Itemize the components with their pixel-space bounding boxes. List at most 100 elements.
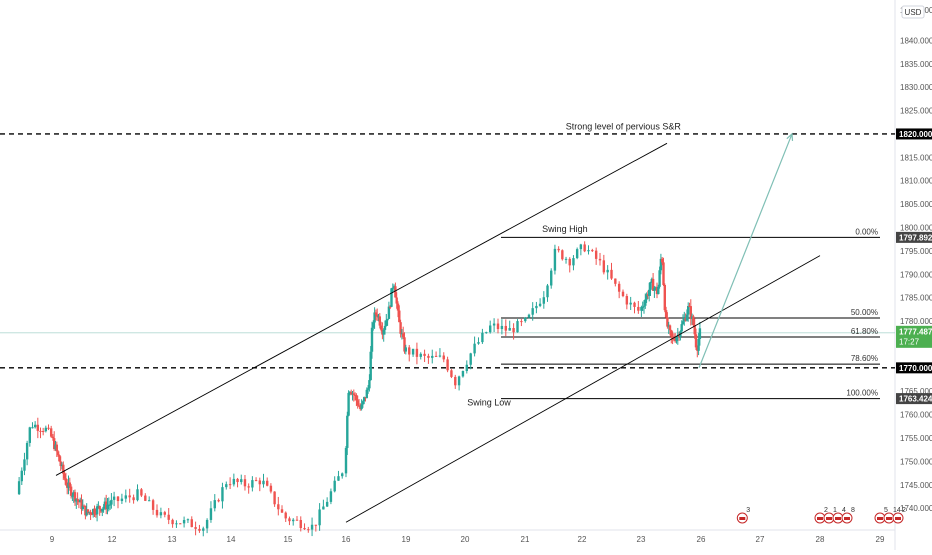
candle-body (664, 310, 668, 318)
candle-body (693, 325, 696, 335)
candle-body (232, 478, 236, 485)
event-flag-stripe (739, 517, 746, 520)
candle-body (365, 389, 368, 399)
y-tick-label: 1755.000 (900, 434, 932, 443)
candle-body (373, 312, 376, 323)
candle-body (209, 508, 213, 520)
y-tick-label: 1830.000 (900, 83, 932, 92)
candle-body (33, 424, 37, 428)
event-count-label: 8 (851, 507, 855, 514)
candle-body (89, 511, 92, 515)
x-tick-label: 12 (108, 535, 117, 544)
candle-body (504, 325, 507, 331)
candle-body (531, 308, 534, 315)
candle-body (225, 484, 228, 488)
x-axis[interactable]: 9 12 13 14 15 16 19 20 21 22 23 26 27 28 29 (50, 535, 885, 544)
candle-body (350, 392, 353, 395)
candle-body (221, 487, 224, 502)
fib-label-1: 50.00% (851, 308, 878, 317)
candle-body (55, 444, 58, 452)
candle-body (648, 289, 651, 296)
candle-body (454, 376, 457, 386)
candle-body (698, 328, 702, 339)
candle-body (251, 480, 254, 488)
candle-body (374, 312, 378, 315)
candle-body (617, 283, 621, 292)
candle-body (662, 262, 665, 285)
candle-body (101, 508, 104, 512)
x-tick-label: 22 (578, 535, 587, 544)
candle-body (144, 495, 147, 501)
candle-body (102, 506, 105, 509)
candle-body (683, 318, 686, 322)
candle-body (398, 310, 401, 323)
candle-body (419, 353, 422, 357)
event-count-label: 1 (833, 507, 837, 514)
candle-body (672, 337, 676, 340)
candle-body (151, 500, 155, 510)
x-tick-label: 28 (816, 535, 825, 544)
candle-body (383, 325, 387, 330)
candle-body (481, 332, 484, 343)
candle-body (538, 303, 542, 306)
candle-body (364, 397, 367, 399)
candle-body (389, 306, 392, 308)
candle-body (254, 480, 258, 482)
candle-body (81, 505, 84, 510)
candle-body (390, 288, 393, 307)
candle-body (650, 278, 653, 283)
candlestick-series (17, 241, 702, 537)
event-markers[interactable]: 3 2 1 4 8 5 14 2 (736, 507, 906, 524)
candle-body (20, 470, 23, 482)
level-badge-1770-000: 1770.000 (899, 364, 932, 373)
candle-body (637, 306, 640, 311)
candle-body (442, 355, 445, 360)
channel-lower-line (345, 255, 821, 523)
candle-body (337, 476, 340, 481)
candle-body (381, 329, 384, 335)
candle-body (190, 519, 193, 528)
event-flag-stripe (826, 517, 832, 520)
candle-body (508, 327, 511, 331)
candle-body (98, 506, 101, 510)
candle-body (47, 427, 50, 429)
candle-body (23, 459, 26, 471)
candle-body (84, 505, 87, 516)
candle-body (359, 406, 362, 410)
x-tick-label: 21 (521, 535, 530, 544)
candle-body (387, 306, 391, 319)
candle-body (492, 323, 496, 326)
candle-body (677, 334, 681, 337)
current-price-badge: 1777.487 (899, 327, 932, 336)
candle-body (360, 404, 363, 410)
candle-body (591, 250, 594, 252)
candle-body (80, 499, 83, 510)
candle-body (640, 307, 643, 311)
candle-body (356, 400, 359, 406)
y-tick-label: 1760.000 (900, 411, 932, 420)
candle-body (333, 480, 336, 492)
candle-body (663, 284, 666, 311)
candle-body (155, 509, 159, 516)
candle-body (550, 270, 553, 286)
candle-body (377, 316, 380, 318)
y-tick-label: 1800.000 (900, 224, 932, 233)
candle-body (485, 332, 488, 334)
candle-body (658, 270, 661, 287)
candle-body (329, 491, 333, 502)
candle-body (629, 302, 632, 305)
candle-body (179, 523, 182, 525)
candle-body (148, 500, 151, 502)
annotations: Swing High Swing Low Strong level of pervi… (467, 121, 681, 407)
candle-body (75, 498, 78, 502)
candle-body (90, 514, 94, 516)
candle-body (697, 338, 700, 351)
y-tick-label: 1825.000 (900, 107, 932, 116)
candle-body (575, 249, 579, 259)
trend-channel (55, 132, 821, 523)
candle-body (667, 325, 670, 327)
candle-body (292, 519, 295, 522)
y-tick-label: 1805.000 (900, 200, 932, 209)
